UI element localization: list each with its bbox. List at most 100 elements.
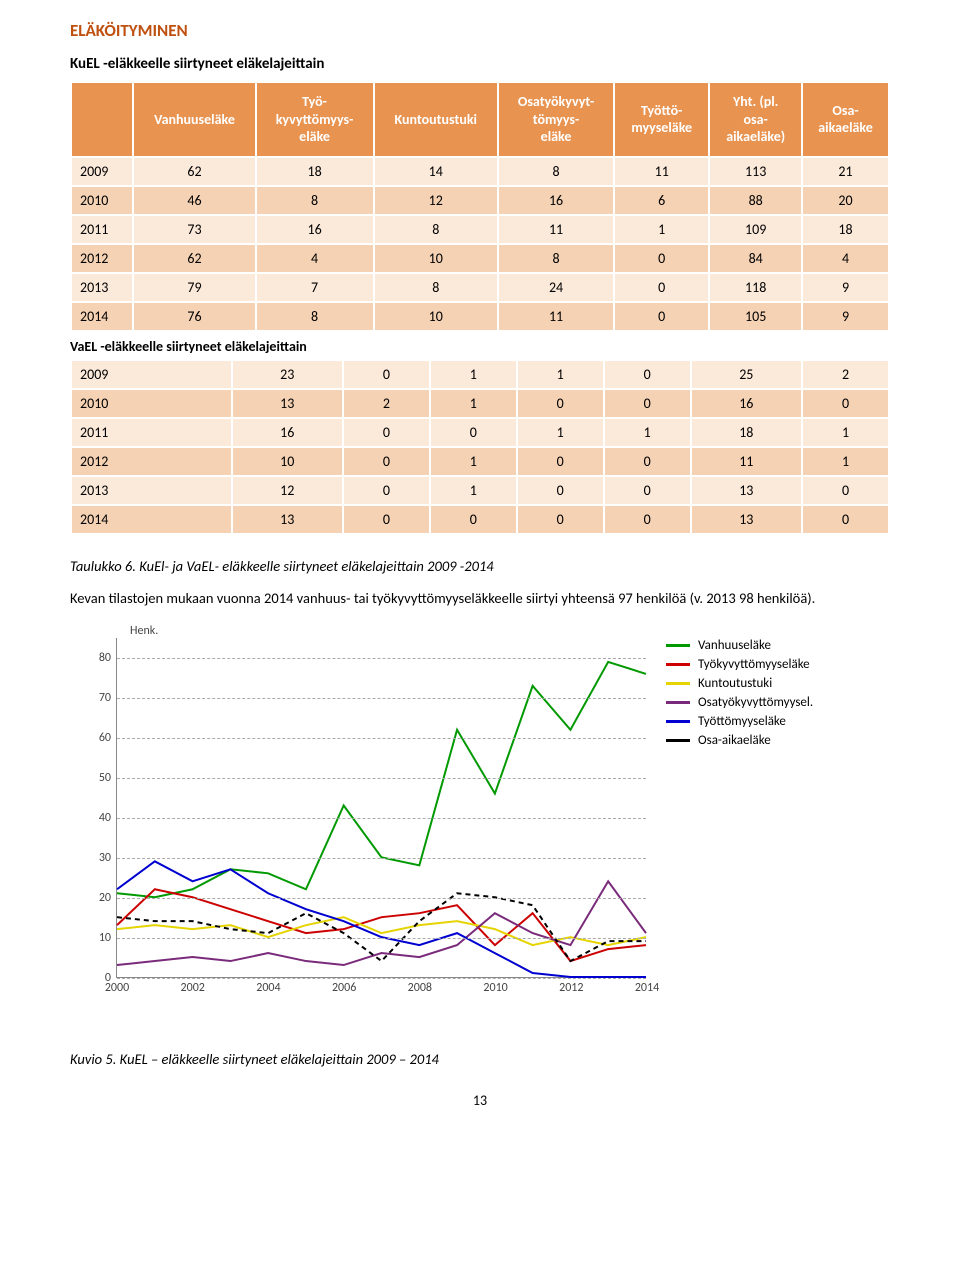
value-cell: 0 <box>802 505 889 534</box>
value-cell: 9 <box>802 302 889 331</box>
value-cell: 16 <box>498 186 614 215</box>
chart-legend: Vanhuuseläke Työkyvyttömyyseläke Kuntoutus… <box>666 638 813 752</box>
year-cell: 2009 <box>71 360 232 389</box>
year-cell: 2010 <box>71 186 133 215</box>
value-cell: 0 <box>802 389 889 418</box>
value-cell: 11 <box>498 215 614 244</box>
page-number: 13 <box>70 1092 890 1109</box>
legend-item: Kuntoutustuki <box>666 676 813 691</box>
value-cell: 73 <box>133 215 255 244</box>
legend-label: Osa-aikaeläke <box>698 733 771 748</box>
value-cell: 23 <box>232 360 343 389</box>
year-cell: 2013 <box>71 273 133 302</box>
table-row: 2014768101101059 <box>71 302 889 331</box>
x-tick-label: 2002 <box>181 977 205 995</box>
value-cell: 0 <box>802 476 889 505</box>
year-cell: 2014 <box>71 505 232 534</box>
value-cell: 18 <box>802 215 889 244</box>
value-cell: 0 <box>430 505 517 534</box>
y-tick-label: 40 <box>77 811 117 825</box>
value-cell: 0 <box>604 476 691 505</box>
value-cell: 0 <box>517 389 604 418</box>
value-cell: 16 <box>691 389 802 418</box>
value-cell: 8 <box>256 302 374 331</box>
value-cell: 25 <box>691 360 802 389</box>
table-caption: Taulukko 6. KuEl- ja VaEL- eläkkeelle si… <box>70 557 890 575</box>
y-tick-label: 60 <box>77 731 117 745</box>
column-header: Työ-kyvyttömyys-eläke <box>256 82 374 157</box>
x-tick-label: 2012 <box>559 977 583 995</box>
value-cell: 1 <box>430 476 517 505</box>
value-cell: 76 <box>133 302 255 331</box>
column-header: Osa-aikaeläke <box>802 82 889 157</box>
y-tick-label: 30 <box>77 851 117 865</box>
value-cell: 13 <box>232 505 343 534</box>
value-cell: 1 <box>614 215 709 244</box>
legend-item: Vanhuuseläke <box>666 638 813 653</box>
value-cell: 0 <box>614 273 709 302</box>
legend-swatch <box>666 720 690 723</box>
table-row: 200962181481111321 <box>71 157 889 186</box>
value-cell: 18 <box>691 418 802 447</box>
value-cell: 11 <box>614 157 709 186</box>
value-cell: 2 <box>802 360 889 389</box>
table-row: 201379782401189 <box>71 273 889 302</box>
value-cell: 1 <box>430 389 517 418</box>
value-cell: 12 <box>232 476 343 505</box>
value-cell: 4 <box>802 244 889 273</box>
y-tick-label: 50 <box>77 771 117 785</box>
legend-label: Kuntoutustuki <box>698 676 772 691</box>
year-cell: 2010 <box>71 389 232 418</box>
legend-swatch <box>666 644 690 647</box>
legend-label: Vanhuuseläke <box>698 638 771 653</box>
value-cell: 0 <box>517 505 604 534</box>
y-axis-unit: Henk. <box>130 624 158 638</box>
value-cell: 10 <box>232 447 343 476</box>
value-cell: 1 <box>517 418 604 447</box>
value-cell: 2 <box>343 389 430 418</box>
value-cell: 0 <box>430 418 517 447</box>
table-row: 20126241080844 <box>71 244 889 273</box>
column-header: Työttö-myyseläke <box>614 82 709 157</box>
table-row: 2009230110252 <box>71 360 889 389</box>
x-tick-label: 2000 <box>105 977 129 995</box>
y-tick-label: 80 <box>77 651 117 665</box>
x-tick-label: 2008 <box>408 977 432 995</box>
column-header: Osatyökyvyt-tömyys-eläke <box>498 82 614 157</box>
value-cell: 11 <box>691 447 802 476</box>
value-cell: 0 <box>343 418 430 447</box>
value-cell: 1 <box>517 360 604 389</box>
table-row: 2013120100130 <box>71 476 889 505</box>
legend-label: Työkyvyttömyyseläke <box>698 657 810 672</box>
value-cell: 1 <box>802 447 889 476</box>
x-tick-label: 2004 <box>256 977 280 995</box>
value-cell: 109 <box>709 215 802 244</box>
value-cell: 11 <box>498 302 614 331</box>
year-cell: 2014 <box>71 302 133 331</box>
table-row: 2010468121668820 <box>71 186 889 215</box>
column-header <box>71 82 133 157</box>
table-title-kuel: KuEL -eläkkeelle siirtyneet eläkelajeitt… <box>70 55 890 73</box>
value-cell: 18 <box>256 157 374 186</box>
value-cell: 0 <box>614 244 709 273</box>
value-cell: 13 <box>232 389 343 418</box>
table-row: 20117316811110918 <box>71 215 889 244</box>
value-cell: 1 <box>430 447 517 476</box>
y-tick-label: 10 <box>77 931 117 945</box>
value-cell: 0 <box>517 476 604 505</box>
value-cell: 0 <box>604 360 691 389</box>
value-cell: 16 <box>232 418 343 447</box>
column-header: Yht. (pl.osa-aikaeläke) <box>709 82 802 157</box>
y-tick-label: 20 <box>77 891 117 905</box>
value-cell: 46 <box>133 186 255 215</box>
value-cell: 62 <box>133 157 255 186</box>
legend-label: Työttömyyseläke <box>698 714 786 729</box>
legend-swatch <box>666 739 690 742</box>
value-cell: 12 <box>374 186 498 215</box>
column-header: Vanhuuseläke <box>133 82 255 157</box>
value-cell: 13 <box>691 476 802 505</box>
value-cell: 0 <box>604 447 691 476</box>
value-cell: 84 <box>709 244 802 273</box>
value-cell: 0 <box>604 505 691 534</box>
year-cell: 2011 <box>71 215 133 244</box>
